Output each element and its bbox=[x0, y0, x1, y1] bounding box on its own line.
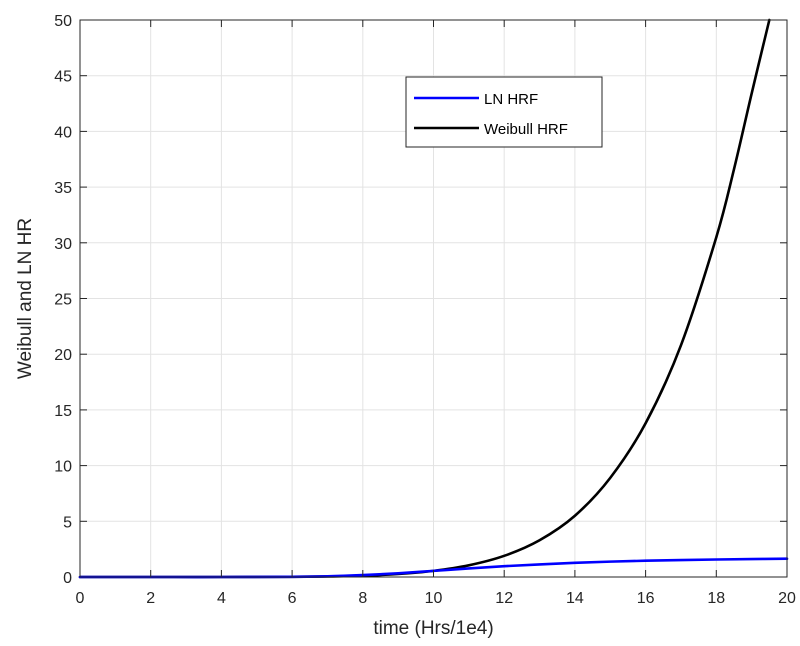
x-tick-label: 2 bbox=[146, 590, 155, 607]
y-tick-label: 45 bbox=[54, 69, 72, 86]
x-axis-label: time (Hrs/1e4) bbox=[373, 618, 493, 639]
y-tick-label: 40 bbox=[54, 124, 72, 141]
x-tick-label: 0 bbox=[76, 590, 85, 607]
x-tick-label: 6 bbox=[288, 590, 297, 607]
y-tick-label: 35 bbox=[54, 180, 72, 197]
y-tick-label: 10 bbox=[54, 459, 72, 476]
x-tick-label: 12 bbox=[495, 590, 513, 607]
y-tick-label: 0 bbox=[63, 570, 72, 587]
legend: LN HRF Weibull HRF bbox=[405, 76, 603, 148]
legend-label-ln-hrf: LN HRF bbox=[484, 91, 538, 108]
x-tick-label: 16 bbox=[637, 590, 655, 607]
y-tick-label: 50 bbox=[54, 13, 72, 30]
legend-box bbox=[405, 76, 603, 148]
y-tick-label: 15 bbox=[54, 403, 72, 420]
x-tick-label: 4 bbox=[217, 590, 226, 607]
y-tick-label: 25 bbox=[54, 292, 72, 309]
x-tick-label: 10 bbox=[425, 590, 443, 607]
x-tick-label: 8 bbox=[358, 590, 367, 607]
x-tick-label: 20 bbox=[778, 590, 796, 607]
y-tick-label: 20 bbox=[54, 347, 72, 364]
y-axis-label: Weibull and LN HR bbox=[15, 218, 36, 379]
x-tick-label: 14 bbox=[566, 590, 584, 607]
y-tick-label: 5 bbox=[63, 514, 72, 531]
x-tick-label: 18 bbox=[707, 590, 725, 607]
axis-ticks: 0 2 4 6 8 10 12 14 16 18 20 0 5 10 15 20 25 30 35 40 45 50 bbox=[54, 13, 796, 607]
y-tick-label: 30 bbox=[54, 236, 72, 253]
legend-label-weibull-hrf: Weibull HRF bbox=[484, 121, 568, 138]
